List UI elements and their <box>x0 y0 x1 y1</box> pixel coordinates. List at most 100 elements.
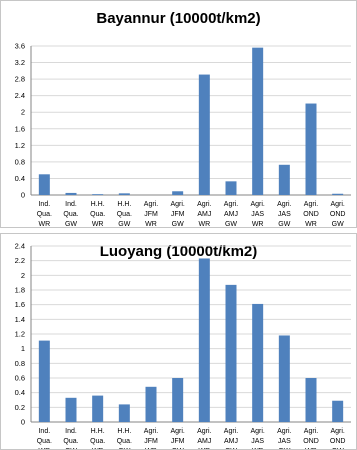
bar <box>65 397 77 422</box>
x-tick-label: JAS <box>278 211 291 218</box>
x-tick-label: JAS <box>251 211 264 218</box>
x-tick-label: GW <box>172 221 184 228</box>
x-tick-label: Qua. <box>117 438 132 445</box>
bar <box>118 193 130 195</box>
x-tick-label: AMJ <box>197 211 211 218</box>
bar <box>92 194 104 195</box>
luoyang-bar-chart: 0 0.2 0.4 0.6 0.8 1 1.2 1.4 1.6 1.8 2 2.2 2.4 Ind. Qua… <box>15 242 351 450</box>
x-tick-label: GW <box>278 448 290 450</box>
x-tick-label: GW <box>172 448 184 450</box>
x-tick-label: Agri. <box>330 201 344 208</box>
x-tick-label: Agri. <box>304 201 318 208</box>
x-tick-label: GW <box>65 448 77 450</box>
y-tick-label: 0.8 <box>15 157 25 166</box>
x-tick-label: GW <box>225 448 237 450</box>
y-tick-label: 3.6 <box>15 42 25 51</box>
bar <box>305 378 317 422</box>
x-tick-label: H.H. <box>91 201 105 208</box>
x-tick-label: JAS <box>278 438 291 445</box>
y-tick-label: 1.2 <box>15 141 25 150</box>
x-tick-label: Agri. <box>250 201 264 208</box>
chart-title: Bayannur (10000t/km2) <box>96 10 261 27</box>
x-tick-label: WR <box>252 448 264 450</box>
x-tick-label: GW <box>118 221 130 228</box>
bar <box>225 284 237 422</box>
bar <box>145 386 157 422</box>
x-tick-label: Qua. <box>63 438 78 445</box>
x-tick-label: GW <box>225 221 237 228</box>
y-tick-label: 2.4 <box>15 91 25 100</box>
x-tick-label: Agri. <box>197 428 211 435</box>
y-tick-label: 2.4 <box>15 242 25 251</box>
bar <box>278 335 290 422</box>
x-tick-label: OND <box>303 211 319 218</box>
bar <box>198 74 210 195</box>
x-tick-label: H.H. <box>91 428 105 435</box>
x-tick-label: Ind. <box>65 201 77 208</box>
chart-title: Luoyang (10000t/km2) <box>99 243 258 260</box>
y-tick-label: 1.4 <box>15 315 25 324</box>
y-tick-label: 1.6 <box>15 124 25 133</box>
x-tick-label: AMJ <box>197 438 211 445</box>
y-tick-label: 2 <box>21 271 25 280</box>
x-tick-label: WR <box>145 221 157 228</box>
x-tick-label: WR <box>198 448 210 450</box>
y-tick-label: 1.6 <box>15 300 25 309</box>
x-tick-label: Qua. <box>37 438 52 445</box>
bar <box>332 400 344 422</box>
x-tick-label: Qua. <box>117 211 132 218</box>
x-tick-label: AMJ <box>224 211 238 218</box>
x-tick-label: JFM <box>171 438 185 445</box>
y-tick-label: 1.8 <box>15 286 25 295</box>
x-tick-label: WR <box>38 221 50 228</box>
y-tick-label: 2 <box>21 108 25 117</box>
x-tick-label: Ind. <box>38 201 50 208</box>
bar <box>305 103 317 195</box>
x-tick-label: Ind. <box>65 428 77 435</box>
x-tick-label: WR <box>198 221 210 228</box>
bayannur-bar-chart: 0 0.4 0.8 1.2 1.6 2 2.4 2.8 3.2 3.6 Ind. Qua. WR Ind.… <box>15 42 351 228</box>
y-tick-label: 0 <box>21 418 25 427</box>
x-tick-label: Agri. <box>277 201 291 208</box>
x-tick-label: JFM <box>144 438 158 445</box>
x-tick-label: Agri. <box>224 201 238 208</box>
x-tick-label: Qua. <box>63 211 78 218</box>
bar <box>252 47 264 196</box>
x-tick-label: GW <box>118 448 130 450</box>
x-tick-label: JFM <box>144 211 158 218</box>
x-tick-label: GW <box>65 221 77 228</box>
x-tick-label: Agri. <box>304 428 318 435</box>
x-tick-label: Agri. <box>170 428 184 435</box>
y-tick-label: 0.6 <box>15 374 25 383</box>
bar <box>172 378 184 422</box>
x-tick-label: GW <box>332 221 344 228</box>
x-tick-label: H.H. <box>117 201 131 208</box>
bar <box>38 174 50 195</box>
x-tick-label: GW <box>332 448 344 450</box>
y-tick-label: 0.4 <box>15 174 25 183</box>
bar <box>198 258 210 422</box>
bayannur-chart-panel: Bayannur (10000t/km2) 0 0.4 0.8 1.2 1.6 2 2.4 2… <box>0 0 357 228</box>
bar <box>172 191 184 195</box>
bar <box>225 181 237 195</box>
x-tick-label: Qua. <box>37 211 52 218</box>
bar <box>252 303 264 422</box>
bar <box>118 404 130 422</box>
x-tick-label: WR <box>252 221 264 228</box>
x-tick-label: WR <box>92 448 104 450</box>
luoyang-chart-panel: Luoyang (10000t/km2) 0 0.2 0.4 0.6 0.8 1 1.2 1.… <box>0 233 357 450</box>
x-tick-label: Qua. <box>90 438 105 445</box>
y-tick-label: 0.8 <box>15 359 25 368</box>
bar <box>278 164 290 195</box>
bar <box>38 340 50 422</box>
x-tick-label: OND <box>330 211 346 218</box>
x-tick-label: WR <box>38 448 50 450</box>
x-tick-label: WR <box>92 221 104 228</box>
x-tick-label: WR <box>305 221 317 228</box>
x-tick-label: Agri. <box>330 428 344 435</box>
x-tick-label: Agri. <box>250 428 264 435</box>
x-tick-label: WR <box>305 448 317 450</box>
x-tick-label: JFM <box>171 211 185 218</box>
y-tick-label: 0 <box>21 191 25 200</box>
